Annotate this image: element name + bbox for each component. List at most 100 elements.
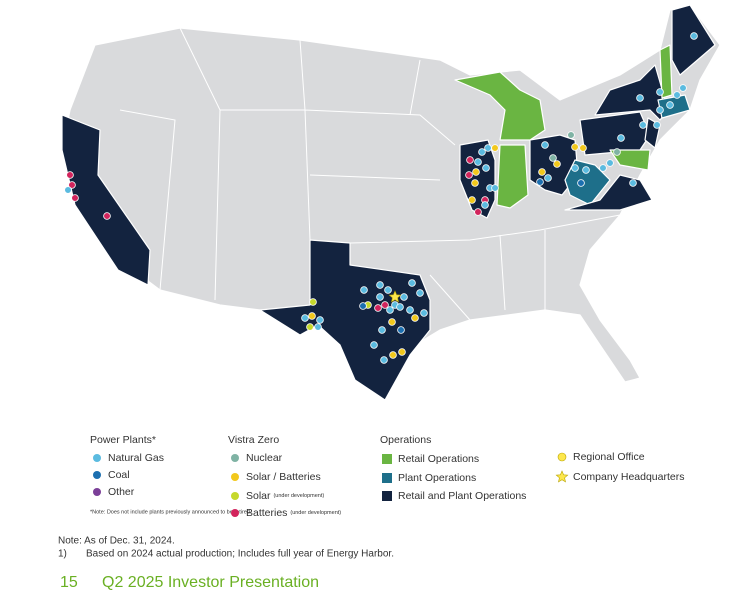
legend-label: Regional Office bbox=[573, 451, 645, 463]
plant-marker bbox=[599, 164, 607, 172]
legend-title: Power Plants* bbox=[90, 434, 156, 446]
plant-marker bbox=[465, 171, 473, 179]
legend-label-sub: (under development) bbox=[290, 510, 341, 516]
legend-dot bbox=[93, 454, 101, 462]
legend-label: Coal bbox=[108, 469, 130, 481]
legend-label-text: Plant Operations bbox=[398, 472, 476, 484]
legend-label-text: Batteries bbox=[246, 507, 287, 519]
legend-label-text: Natural Gas bbox=[108, 452, 164, 464]
legend-label-text: Solar bbox=[246, 490, 271, 502]
plant-marker bbox=[582, 166, 590, 174]
plant-marker bbox=[656, 106, 664, 114]
plant-marker bbox=[420, 309, 428, 317]
legend-label-text: Retail and Plant Operations bbox=[398, 490, 526, 502]
legend-label-text: Solar / Batteries bbox=[246, 471, 321, 483]
plant-marker bbox=[549, 154, 557, 162]
legend-dot bbox=[231, 492, 239, 500]
legend-label: Plant Operations bbox=[398, 472, 476, 484]
legend-star bbox=[555, 470, 569, 483]
plant-marker bbox=[301, 314, 309, 322]
plant-marker bbox=[400, 293, 408, 301]
plant-marker bbox=[571, 143, 579, 151]
plant-marker bbox=[376, 281, 384, 289]
legend-label-text: Regional Office bbox=[573, 451, 645, 463]
plant-marker bbox=[484, 144, 492, 152]
plant-marker bbox=[541, 141, 549, 149]
plant-marker bbox=[359, 302, 367, 310]
footer-title: Q2 2025 Investor Presentation bbox=[102, 574, 319, 591]
legend-label-text: Retail Operations bbox=[398, 453, 479, 465]
legend-label: Batteries (under development) bbox=[246, 507, 341, 519]
page-number: 15 bbox=[60, 574, 78, 591]
plant-marker bbox=[308, 312, 316, 320]
plant-markers bbox=[64, 32, 698, 364]
plant-marker bbox=[396, 303, 404, 311]
plant-marker bbox=[577, 179, 585, 187]
footnote-marker: 1) bbox=[58, 549, 67, 560]
plant-marker bbox=[374, 304, 382, 312]
plant-marker bbox=[466, 156, 474, 164]
legend: Power Plants* Natural Gas Coal Other *Note: … bbox=[90, 434, 684, 519]
plant-marker bbox=[474, 158, 482, 166]
plant-marker bbox=[468, 196, 476, 204]
plant-marker bbox=[397, 326, 405, 334]
plant-marker bbox=[306, 323, 314, 331]
legend-label: Nuclear bbox=[246, 452, 283, 464]
plant-marker bbox=[398, 348, 406, 356]
legend-label: Retail and Plant Operations bbox=[398, 490, 526, 502]
plant-marker bbox=[416, 289, 424, 297]
plant-marker bbox=[388, 318, 396, 326]
plant-marker bbox=[553, 160, 561, 168]
plant-marker bbox=[571, 164, 579, 172]
plant-marker bbox=[66, 171, 74, 179]
legend-label: Company Headquarters bbox=[573, 471, 684, 483]
legend-label-sub: (under development) bbox=[273, 493, 324, 499]
plant-marker bbox=[491, 144, 499, 152]
plant-marker bbox=[579, 144, 587, 152]
plant-marker bbox=[384, 286, 392, 294]
legend-swatch bbox=[382, 491, 392, 501]
plant-marker bbox=[666, 101, 674, 109]
plant-marker bbox=[679, 84, 687, 92]
plant-marker bbox=[360, 286, 368, 294]
plant-marker bbox=[639, 121, 647, 129]
plant-marker bbox=[653, 121, 661, 129]
plant-marker bbox=[471, 179, 479, 187]
legend-dot bbox=[93, 488, 101, 496]
plant-marker bbox=[378, 326, 386, 334]
plant-marker bbox=[408, 279, 416, 287]
plant-marker bbox=[567, 131, 575, 139]
note-as-of: Note: As of Dec. 31, 2024. bbox=[58, 536, 175, 547]
plant-marker bbox=[617, 134, 625, 142]
legend-title: Operations bbox=[380, 434, 431, 446]
legend-label-text: Nuclear bbox=[246, 452, 283, 464]
plant-marker bbox=[381, 301, 389, 309]
plant-marker bbox=[544, 174, 552, 182]
us-map bbox=[61, 4, 721, 401]
plant-marker bbox=[613, 148, 621, 156]
plant-marker bbox=[386, 306, 394, 314]
legend-dot bbox=[231, 473, 239, 481]
plant-marker bbox=[536, 178, 544, 186]
plant-marker bbox=[380, 356, 388, 364]
legend-label-text: Coal bbox=[108, 469, 130, 481]
plant-marker bbox=[64, 186, 72, 194]
plant-marker bbox=[103, 212, 111, 220]
plant-marker bbox=[314, 323, 322, 331]
plant-marker bbox=[482, 164, 490, 172]
plant-marker bbox=[636, 94, 644, 102]
plant-marker bbox=[376, 293, 384, 301]
legend-label: Natural Gas bbox=[108, 452, 164, 464]
plant-marker bbox=[629, 179, 637, 187]
plant-marker bbox=[472, 168, 480, 176]
legend-dot bbox=[231, 454, 239, 462]
legend-note: *Note: Does not include plants previousl… bbox=[90, 509, 252, 515]
legend-dot bbox=[231, 509, 239, 517]
plant-marker bbox=[389, 351, 397, 359]
plant-marker bbox=[690, 32, 698, 40]
legend-label: Retail Operations bbox=[398, 453, 479, 465]
plant-marker bbox=[606, 159, 614, 167]
legend-dot bbox=[557, 452, 567, 462]
legend-label-text: Company Headquarters bbox=[573, 471, 684, 483]
